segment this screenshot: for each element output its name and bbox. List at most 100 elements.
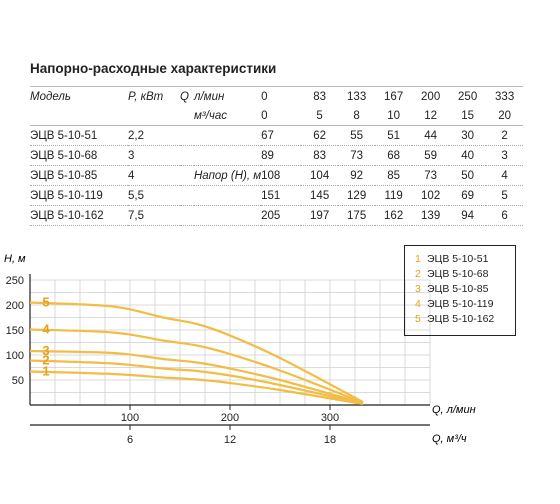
y-tick-label: 150 — [6, 325, 24, 337]
q-m3h-cell: 5 — [301, 106, 339, 126]
table-row: ЭЦВ 5-10-162 7,5 205 197 175 162 139 94 … — [30, 205, 524, 226]
q-lmin-cell: 133 — [338, 86, 376, 106]
y-axis-label: H, м — [4, 253, 26, 265]
head-cell: 73 — [412, 165, 450, 186]
curves — [29, 301, 364, 406]
curve-2 — [29, 359, 364, 405]
q-m3h-cell: 0 — [261, 106, 302, 126]
head-cell: 6 — [486, 205, 524, 226]
q-lmin-cell: 167 — [375, 86, 413, 106]
x2-tick-label: 18 — [324, 434, 336, 446]
head-cell: 104 — [301, 165, 339, 186]
head-cell: 89 — [261, 145, 302, 166]
x-axis-label: Q, л/мин — [432, 404, 476, 416]
head-cell: 5 — [486, 185, 524, 206]
head-cell: 139 — [412, 205, 450, 226]
y-tick-label: 250 — [6, 275, 24, 287]
head-cell: 175 — [338, 205, 376, 226]
curve-label: 4 — [42, 322, 50, 337]
head-cell: 205 — [261, 205, 302, 226]
legend-label: ЭЦВ 5-10-68 — [427, 268, 489, 280]
model-cell: ЭЦВ 5-10-119 — [30, 185, 128, 206]
q-m3h-cell: 20 — [486, 106, 524, 126]
head-cell: 162 — [375, 205, 413, 226]
legend-number: 3 — [415, 283, 421, 295]
table-row: ЭЦВ 5-10-85 4 Напор (H), м 108 104 92 85… — [30, 165, 524, 186]
q-lmin-cell: 250 — [449, 86, 487, 106]
power-cell: 7,5 — [128, 205, 180, 226]
curve-labels: 123 4 5 — [42, 295, 50, 379]
x-tick-label: 200 — [221, 412, 239, 424]
model-cell: ЭЦВ 5-10-68 — [30, 145, 128, 166]
power-cell: 2,2 — [128, 125, 180, 146]
head-cell: 68 — [375, 145, 413, 166]
head-cell: 129 — [338, 185, 376, 206]
table-header-row-lmin: Модель P, кВт Q л/мин 0 83 133 167 200 2… — [30, 86, 524, 106]
legend-item: 1 ЭЦВ 5-10-51 — [415, 252, 515, 267]
legend-number: 2 — [415, 268, 421, 280]
q-lmin-cell: 83 — [301, 86, 339, 106]
head-cell: 30 — [449, 125, 487, 146]
q-m3h-cell: 8 — [338, 106, 376, 126]
model-header: Модель — [30, 86, 128, 106]
page-title: Напорно-расходные характеристики — [30, 61, 277, 76]
head-cell: 197 — [301, 205, 339, 226]
x2-tick-label: 6 — [127, 434, 133, 446]
x2-tick-label: 12 — [224, 434, 236, 446]
head-cell: 51 — [375, 125, 413, 146]
curve-4 — [29, 328, 364, 404]
legend-item: 3 ЭЦВ 5-10-85 — [415, 282, 515, 297]
head-cell: 73 — [338, 145, 376, 166]
q-lmin-cell: 333 — [486, 86, 524, 106]
y-tick-label: 50 — [12, 375, 24, 387]
head-cell: 119 — [375, 185, 413, 206]
head-cell: 94 — [449, 205, 487, 226]
head-cell: 69 — [449, 185, 487, 206]
head-cell: 92 — [338, 165, 376, 186]
axes: 50 100 150 200 250 100 200 300 6 12 18 — [6, 274, 430, 446]
unit-lmin: л/мин — [194, 86, 262, 106]
legend-item: 2 ЭЦВ 5-10-68 — [415, 267, 515, 282]
chart-legend: 1 ЭЦВ 5-10-51 2 ЭЦВ 5-10-68 3 ЭЦВ 5-10-85 4… — [404, 245, 516, 336]
power-cell: 4 — [128, 165, 180, 186]
head-cell: 85 — [375, 165, 413, 186]
legend-label: ЭЦВ 5-10-162 — [427, 313, 495, 325]
head-label: Напор (H), м — [194, 165, 262, 186]
curve-3 — [29, 349, 364, 405]
power-cell: 3 — [128, 145, 180, 166]
legend-label: ЭЦВ 5-10-85 — [427, 283, 489, 295]
unit-m3h: м³/час — [194, 106, 262, 126]
head-cell: 62 — [301, 125, 339, 146]
legend-label: ЭЦВ 5-10-51 — [427, 253, 489, 265]
head-cell: 55 — [338, 125, 376, 146]
spec-table: Модель P, кВт Q л/мин 0 83 133 167 200 2… — [30, 86, 524, 226]
q-m3h-cell: 10 — [375, 106, 413, 126]
head-cell: 83 — [301, 145, 339, 166]
y-tick-label: 200 — [6, 300, 24, 312]
curve-label: 3 — [42, 343, 49, 358]
x-tick-label: 100 — [121, 412, 139, 424]
q-symbol: Q — [180, 86, 194, 106]
head-cell: 2 — [486, 125, 524, 146]
curve-label: 1 — [42, 364, 49, 379]
power-header: P, кВт — [128, 86, 180, 106]
head-cell: 3 — [486, 145, 524, 166]
curve-label: 5 — [42, 295, 49, 310]
x2-axis-label: Q, м³/ч — [432, 433, 467, 445]
table-row: ЭЦВ 5-10-51 2,2 67 62 55 51 44 30 2 — [30, 125, 524, 146]
model-cell: ЭЦВ 5-10-85 — [30, 165, 128, 186]
legend-number: 1 — [415, 253, 421, 265]
head-cell: 4 — [486, 165, 524, 186]
q-lmin-cell: 200 — [412, 86, 450, 106]
legend-number: 4 — [415, 298, 421, 310]
head-cell: 108 — [261, 165, 302, 186]
head-cell: 50 — [449, 165, 487, 186]
legend-item: 5 ЭЦВ 5-10-162 — [415, 312, 515, 327]
q-lmin-cell: 0 — [261, 86, 302, 106]
legend-label: ЭЦВ 5-10-119 — [427, 298, 494, 310]
table-row: ЭЦВ 5-10-68 3 89 83 73 68 59 40 3 — [30, 145, 524, 166]
head-cell: 59 — [412, 145, 450, 166]
model-cell: ЭЦВ 5-10-162 — [30, 205, 128, 226]
q-m3h-cell: 12 — [412, 106, 450, 126]
curve-1 — [29, 370, 364, 406]
